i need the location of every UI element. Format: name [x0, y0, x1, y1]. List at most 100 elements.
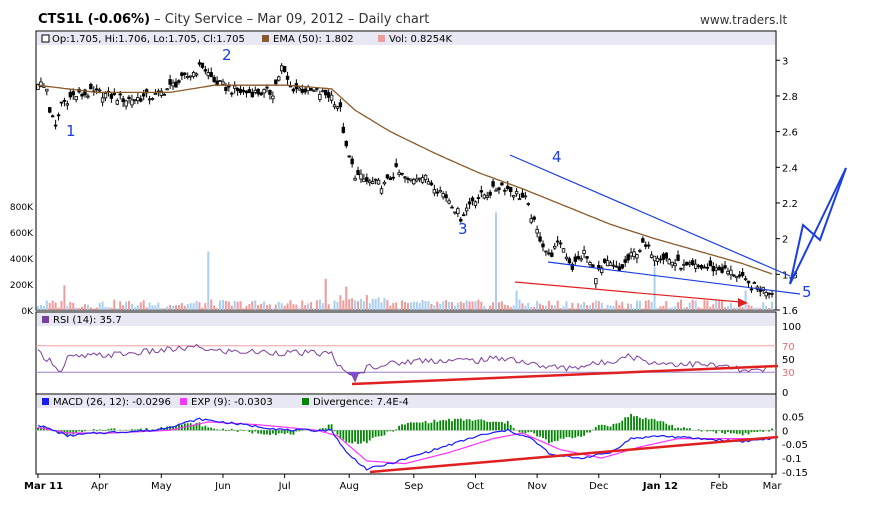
volume-bar [310, 302, 313, 310]
volume-bar [700, 308, 703, 310]
candle-body [614, 265, 619, 268]
rsi-legend: RSI (14): 35.7 [53, 315, 122, 326]
candle-body [71, 91, 75, 96]
divergence-bar [512, 428, 515, 431]
volume-bar [277, 301, 280, 310]
volume-bar [81, 306, 84, 310]
volume-bar [286, 303, 289, 310]
candle-body [608, 262, 613, 266]
divergence-bar [480, 419, 483, 431]
divergence-bar [471, 420, 474, 431]
divergence-bar [715, 430, 718, 434]
candle-body [626, 254, 630, 261]
volume-bar [406, 303, 409, 310]
candle-body [244, 90, 249, 94]
candle-body [555, 240, 560, 243]
price-tick-label: 2.4 [782, 163, 798, 174]
volume-bar [732, 307, 735, 310]
divergence-bar [266, 430, 268, 435]
divergence-bar [539, 430, 541, 437]
divergence-bar [37, 427, 39, 431]
candle-body [212, 76, 216, 82]
volume-bar [618, 305, 621, 310]
candle-body [679, 267, 683, 270]
divergence-bar [274, 430, 277, 436]
candle-body [74, 95, 78, 101]
volume-bar [342, 300, 345, 310]
volume-bar [697, 307, 700, 310]
candle-body [594, 278, 598, 285]
volume-bar [192, 303, 195, 310]
divergence-bar [60, 430, 63, 432]
candle-body [89, 83, 93, 90]
volume-bar [210, 299, 213, 310]
divergence-bar [550, 430, 553, 443]
divergence-bar [398, 425, 401, 431]
candle-body [503, 189, 507, 192]
candle-body [265, 86, 269, 89]
volume-bar [312, 308, 315, 310]
volume-bar [362, 301, 365, 310]
volume-bar [489, 305, 492, 310]
candle-body [641, 238, 645, 243]
annotation-1: 1 [66, 122, 76, 140]
candle-body [740, 272, 745, 276]
divergence-bar [518, 430, 521, 433]
x-tick-label: Jul [278, 481, 291, 492]
volume-bar [747, 304, 750, 310]
volume-bar [251, 301, 254, 310]
candle-body [535, 229, 539, 234]
divergence-bar [641, 419, 644, 431]
candle-body [127, 96, 131, 99]
volume-bar [459, 301, 462, 310]
candle-body [767, 292, 771, 295]
volume-bar [759, 307, 762, 310]
candle-body [344, 140, 348, 147]
divergence-bar [495, 421, 497, 431]
candle-body [649, 254, 654, 258]
volume-bar [771, 301, 773, 310]
volume-bar [45, 300, 48, 310]
divergence-bar [636, 415, 638, 431]
volume-bar [497, 302, 500, 310]
divergence-bar [192, 425, 195, 431]
volume-bar [462, 302, 465, 310]
x-tick-label: Mar [763, 481, 783, 492]
candle-body [139, 98, 143, 102]
volume-bar [483, 305, 486, 310]
candle-body [218, 80, 222, 83]
candle-body [203, 69, 208, 72]
candle-body [743, 278, 748, 281]
candle-body [600, 267, 604, 273]
candle-body [200, 62, 205, 68]
price-tick-label: 2.8 [782, 92, 798, 103]
volume-tick-label: 200K [10, 281, 34, 291]
divergence-bar [84, 430, 86, 432]
candle-body [165, 88, 169, 91]
candle-body [150, 98, 155, 100]
divergence-bar [139, 428, 142, 431]
divergence-bar [486, 421, 489, 431]
ema-legend-swatch [262, 35, 269, 42]
volume-bar [318, 299, 321, 310]
divergence-bar [330, 424, 333, 431]
volume-bar [715, 299, 718, 310]
candle-body [485, 195, 489, 198]
volume-bar [66, 306, 69, 310]
x-tick-label: Mar 11 [24, 481, 63, 492]
exp-legend-swatch [180, 398, 187, 405]
volume-bar [172, 305, 175, 310]
candle-body [444, 194, 448, 199]
volume-bar [37, 306, 39, 310]
rsi-tick-label: 70 [782, 342, 795, 353]
divergence-bar [647, 419, 650, 431]
divergence-bar [729, 430, 732, 434]
candle-body [717, 266, 721, 271]
candle-body [215, 80, 219, 86]
divergence-bar [81, 430, 83, 433]
candle-body [667, 259, 671, 265]
candle-body [661, 253, 666, 260]
divergence-bar [771, 428, 773, 431]
divergence-bar [644, 417, 647, 431]
